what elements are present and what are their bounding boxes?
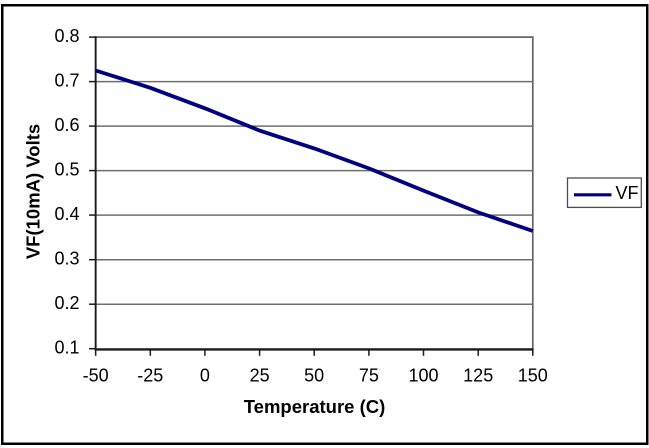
svg-text:-50: -50 <box>83 366 109 386</box>
svg-text:150: 150 <box>518 366 548 386</box>
svg-text:0.8: 0.8 <box>54 26 79 46</box>
svg-text:0.6: 0.6 <box>54 115 79 135</box>
svg-text:0.3: 0.3 <box>54 249 79 269</box>
svg-text:75: 75 <box>359 366 379 386</box>
svg-text:50: 50 <box>304 366 324 386</box>
svg-text:Temperature (C): Temperature (C) <box>244 396 386 417</box>
svg-text:0: 0 <box>200 366 210 386</box>
svg-text:VF: VF <box>616 183 639 203</box>
svg-text:100: 100 <box>408 366 438 386</box>
svg-text:VF(10mA) Volts: VF(10mA) Volts <box>23 124 44 259</box>
svg-text:0.1: 0.1 <box>54 338 79 358</box>
svg-text:0.4: 0.4 <box>54 204 79 224</box>
svg-text:0.2: 0.2 <box>54 293 79 313</box>
svg-text:-25: -25 <box>137 366 163 386</box>
svg-text:0.7: 0.7 <box>54 71 79 91</box>
svg-text:25: 25 <box>250 366 270 386</box>
svg-text:125: 125 <box>463 366 493 386</box>
svg-text:0.5: 0.5 <box>54 160 79 180</box>
